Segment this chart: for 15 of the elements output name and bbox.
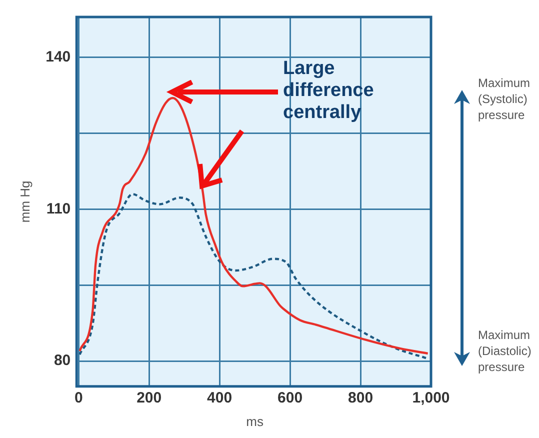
line-series bbox=[78, 193, 428, 360]
y-tick-label: 110 bbox=[46, 200, 71, 218]
y-tick-label: 80 bbox=[54, 352, 71, 370]
line-series bbox=[78, 96, 429, 355]
x-axis-title: ms bbox=[246, 414, 264, 429]
text: Maximum (Systolic) pressure bbox=[478, 75, 532, 123]
x-tick-label: 400 bbox=[207, 390, 232, 407]
x-tick-label: 800 bbox=[348, 390, 374, 407]
x-tick-label: 1,000 bbox=[412, 390, 450, 407]
x-tick-label: 0 bbox=[74, 390, 83, 407]
y-axis-title: mm Hg bbox=[17, 180, 32, 223]
x-tick-label: 600 bbox=[278, 390, 303, 407]
text: Maximum (Diastolic) pressure bbox=[478, 327, 532, 375]
y-tick-label: 140 bbox=[46, 48, 71, 66]
x-tick-label: 200 bbox=[136, 390, 162, 407]
